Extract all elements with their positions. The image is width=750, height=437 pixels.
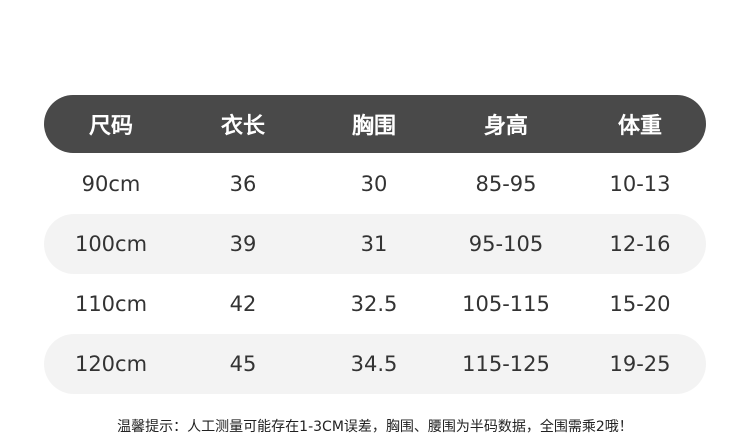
table-row: 90cm 36 30 85-95 10-13 (44, 154, 706, 214)
cell-height: 105-115 (462, 292, 550, 316)
cell-size: 110cm (74, 292, 148, 316)
cell-length: 42 (229, 292, 257, 316)
header-size: 尺码 (88, 114, 133, 139)
cell-chest: 32.5 (350, 292, 398, 316)
header-height: 身高 (483, 114, 528, 139)
cell-height: 115-125 (462, 352, 550, 376)
cell-chest: 31 (360, 232, 388, 256)
cell-height: 85-95 (475, 172, 537, 196)
header-length: 衣长 (220, 114, 265, 139)
header-weight: 体重 (617, 114, 662, 139)
table-header: 尺码 衣长 胸围 身高 体重 (44, 95, 706, 153)
cell-size: 100cm (74, 232, 148, 256)
cell-chest: 30 (360, 172, 388, 196)
header-chest: 胸围 (351, 114, 396, 139)
cell-length: 36 (229, 172, 257, 196)
cell-size: 90cm (81, 172, 141, 196)
cell-weight: 15-20 (609, 292, 671, 316)
table-row: 110cm 42 32.5 105-115 15-20 (44, 274, 706, 334)
table-row: 120cm 45 34.5 115-125 19-25 (44, 334, 706, 394)
table-row: 100cm 39 31 95-105 12-16 (44, 214, 706, 274)
cell-weight: 19-25 (609, 352, 671, 376)
cell-length: 45 (229, 352, 257, 376)
cell-length: 39 (229, 232, 257, 256)
cell-weight: 12-16 (609, 232, 671, 256)
cell-height: 95-105 (468, 232, 544, 256)
footer-note: 温馨提示：人工测量可能存在1-3CM误差，胸围、腰围为半码数据，全围需乘2哦！ (117, 419, 633, 435)
cell-weight: 10-13 (609, 172, 671, 196)
cell-chest: 34.5 (350, 352, 398, 376)
cell-size: 120cm (74, 352, 148, 376)
